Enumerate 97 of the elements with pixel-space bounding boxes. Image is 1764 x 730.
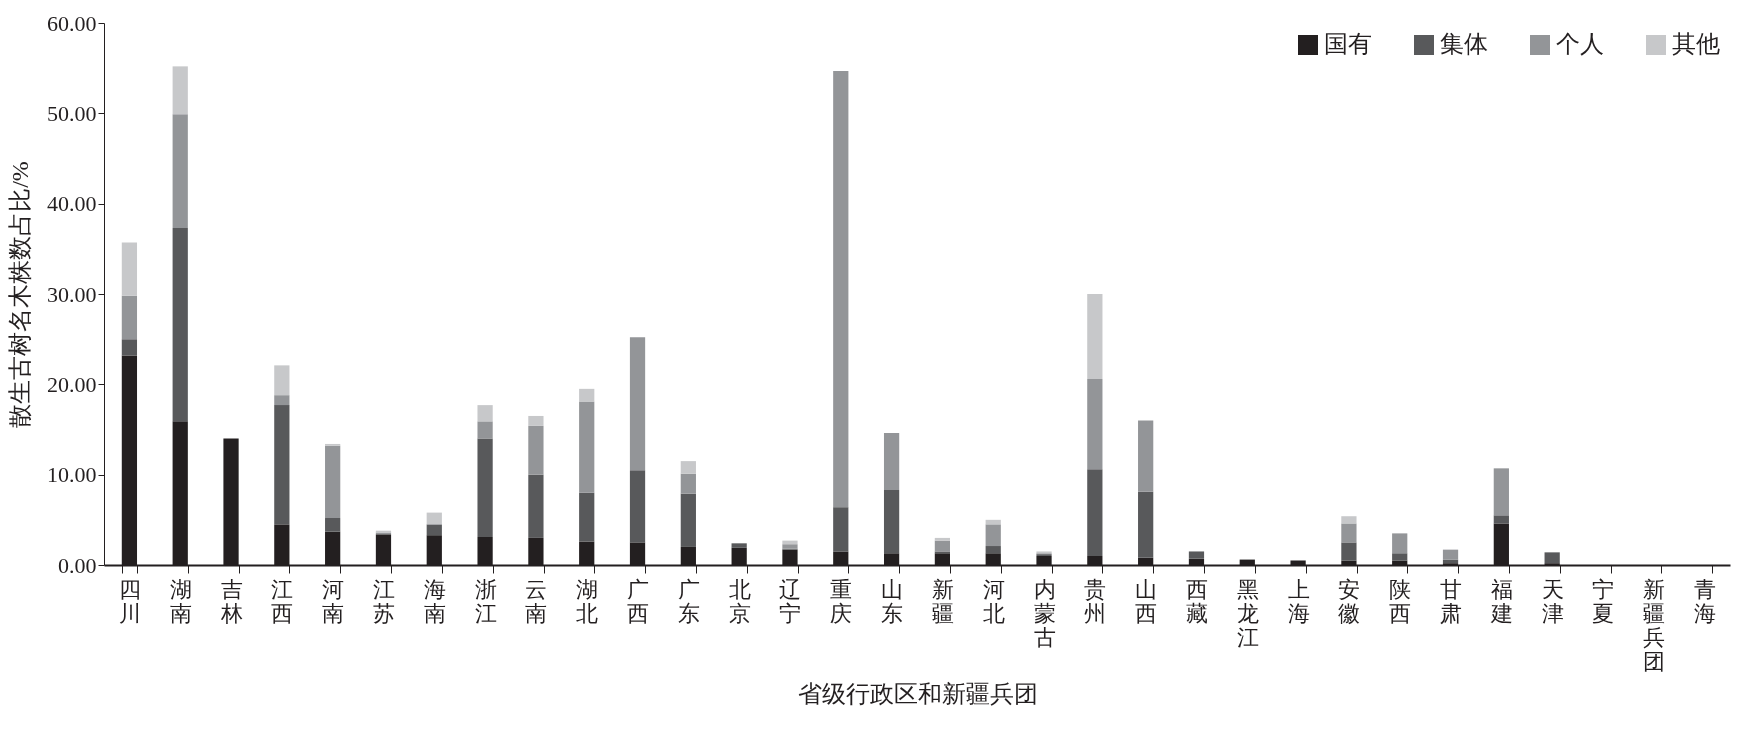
bar: [1392, 553, 1408, 561]
bar: [579, 388, 595, 402]
x-tick-label: 甘肃: [1440, 576, 1463, 626]
bar: [1188, 551, 1205, 559]
legend-label: 集体: [1440, 31, 1488, 57]
x-tick-label: 吉林: [219, 576, 243, 626]
bar: [477, 438, 493, 537]
bar: [1087, 294, 1103, 379]
bar: [274, 405, 290, 525]
bar: [1392, 533, 1408, 554]
bar: [121, 242, 138, 296]
x-tick-label: 江西: [271, 576, 294, 626]
bar: [1087, 378, 1103, 470]
x-tick-label: 安徽: [1338, 576, 1361, 626]
y-tick-label: 0.00: [58, 552, 97, 578]
y-tick-label: 50.00: [47, 100, 97, 126]
x-tick-label: 内蒙古: [1033, 576, 1056, 650]
x-tick-label: 海南: [423, 576, 446, 626]
y-axis-title: 散生古树名木株数占比/%: [7, 161, 33, 428]
bar: [1493, 515, 1509, 524]
x-tick-label: 新疆: [931, 576, 954, 626]
x-tick-label: 湖北: [576, 576, 599, 626]
x-tick-label: 广西: [627, 576, 650, 626]
x-tick-label: 河南: [322, 576, 345, 626]
y-tick-label: 10.00: [47, 462, 97, 488]
x-tick-label: 辽宁: [779, 576, 802, 626]
bar: [1341, 516, 1357, 524]
x-tick-label: 云南: [525, 576, 548, 626]
legend-label: 国有: [1324, 31, 1372, 57]
bar: [121, 295, 138, 340]
x-tick-label: 宁夏: [1592, 576, 1615, 626]
x-axis-title: 省级行政区和新疆兵团: [797, 680, 1038, 707]
x-tick-label: 浙江: [474, 576, 497, 626]
bar: [629, 470, 646, 543]
bar: [731, 543, 747, 548]
legend-label: 其他: [1672, 31, 1720, 57]
x-tick-label: 上海: [1287, 576, 1310, 626]
bar: [426, 512, 442, 525]
bar: [782, 544, 798, 549]
x-tick-label: 黑龙江: [1236, 576, 1259, 650]
bar: [477, 421, 493, 439]
bar: [833, 507, 849, 552]
bar: [1138, 491, 1154, 558]
x-tick-label: 湖南: [169, 576, 192, 626]
x-tick-label: 山东: [881, 576, 904, 626]
x-tick-label: 青海: [1694, 576, 1717, 626]
bar: [579, 401, 595, 493]
bar: [477, 405, 493, 422]
bar: [680, 461, 696, 474]
x-tick-label: 广东: [677, 576, 700, 626]
y-tick-label: 30.00: [47, 281, 97, 307]
bar: [883, 490, 900, 554]
x-tick-label: 陕西: [1389, 576, 1412, 626]
bar: [1544, 552, 1560, 564]
y-tick-label: 40.00: [47, 191, 97, 217]
bar: [985, 546, 1001, 554]
bar: [934, 537, 951, 541]
bar: [579, 492, 595, 542]
bar: [426, 524, 442, 536]
y-tick-label: 60.00: [47, 10, 97, 36]
bar: [629, 337, 646, 471]
x-tick-label: 福建: [1489, 576, 1513, 626]
bar: [274, 395, 290, 406]
bar: [1138, 420, 1154, 492]
bar: [172, 114, 188, 229]
bar: [833, 70, 849, 508]
x-tick-label: 江苏: [372, 576, 395, 626]
x-tick-label: 西藏: [1185, 576, 1208, 626]
bar: [274, 365, 290, 396]
bar: [883, 433, 900, 491]
bar: [528, 425, 544, 475]
x-tick-label: 重庆: [830, 576, 853, 626]
x-tick-label: 北京: [728, 576, 751, 626]
bar: [121, 339, 138, 356]
bar: [325, 518, 341, 532]
bar: [985, 524, 1001, 547]
bar: [1442, 549, 1459, 560]
bar: [1087, 469, 1103, 556]
bar: [1341, 523, 1357, 543]
bar: [528, 474, 544, 538]
y-tick-label: 20.00: [47, 371, 97, 397]
x-tick-label: 山西: [1135, 576, 1158, 626]
legend-label: 个人: [1556, 31, 1604, 57]
x-tick-label: 四川: [118, 576, 141, 626]
x-tick-label: 新疆兵团: [1643, 576, 1666, 674]
bar: [528, 415, 544, 426]
x-tick-label: 贵州: [1084, 576, 1107, 626]
bar: [172, 66, 188, 115]
bar: [680, 493, 696, 547]
bar: [325, 445, 341, 519]
x-tick-label: 河北: [982, 576, 1005, 626]
bar: [1493, 468, 1509, 516]
bar: [172, 228, 188, 422]
bar: [934, 540, 951, 552]
bar: [1341, 542, 1357, 561]
x-tick-label: 天津: [1541, 576, 1564, 626]
bar: [680, 473, 696, 494]
